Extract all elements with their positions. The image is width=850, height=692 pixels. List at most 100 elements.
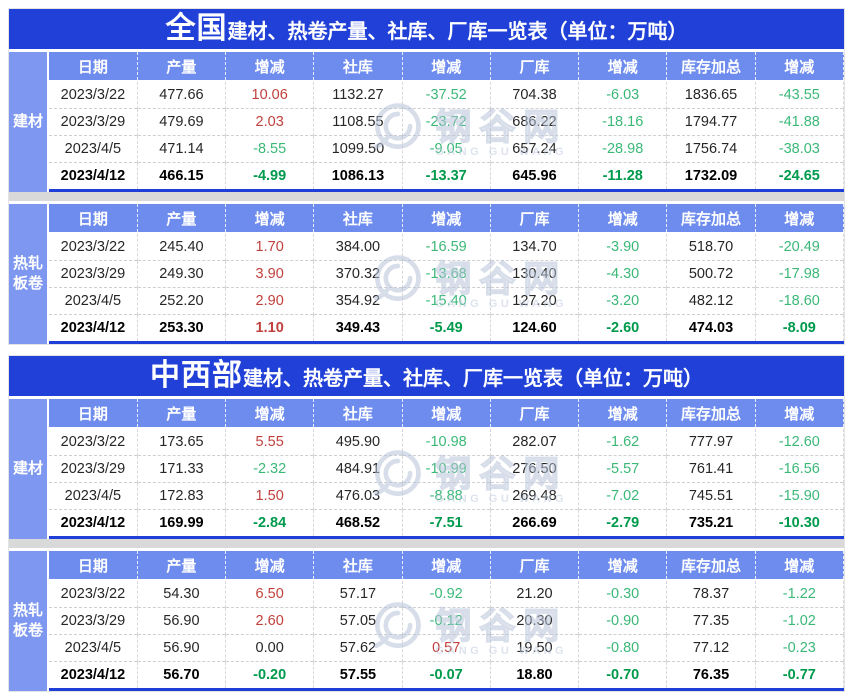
value-cell: 54.30 bbox=[137, 580, 227, 608]
delta-cell: -7.02 bbox=[578, 482, 668, 510]
value-cell: 253.30 bbox=[137, 314, 227, 343]
value-cell: 686.22 bbox=[490, 108, 580, 136]
value-cell: 169.99 bbox=[137, 509, 227, 538]
delta-cell: -8.55 bbox=[225, 135, 315, 163]
delta-cell: -0.23 bbox=[755, 634, 845, 662]
delta-cell: -10.99 bbox=[402, 455, 491, 483]
value-cell: 18.80 bbox=[490, 661, 580, 690]
value-cell: 745.51 bbox=[666, 482, 756, 510]
column-header: 厂库 bbox=[490, 52, 580, 82]
column-header: 增减 bbox=[755, 204, 845, 234]
column-header: 厂库 bbox=[490, 399, 580, 429]
column-header: 日期 bbox=[49, 204, 138, 234]
column-header: 社库 bbox=[313, 52, 403, 82]
value-cell: 1132.27 bbox=[313, 81, 403, 109]
column-header: 产量 bbox=[137, 204, 227, 234]
value-cell: 249.30 bbox=[137, 260, 227, 288]
column-header: 增减 bbox=[755, 52, 845, 82]
value-cell: 57.05 bbox=[313, 607, 403, 635]
column-header: 库存加总 bbox=[666, 52, 756, 82]
delta-cell: -5.49 bbox=[402, 314, 491, 343]
delta-cell: -17.98 bbox=[755, 260, 845, 288]
delta-cell: -1.62 bbox=[578, 428, 668, 456]
date-cell: 2023/4/12 bbox=[49, 314, 138, 343]
value-cell: 518.70 bbox=[666, 233, 756, 261]
delta-cell: -0.92 bbox=[402, 580, 491, 608]
date-cell: 2023/4/5 bbox=[49, 135, 138, 163]
column-header: 日期 bbox=[49, 52, 138, 82]
table-block-midwest: 中西部 建材、热卷产量、社库、厂库一览表（单位：万吨） 建材 日期 产量 增减 社库 增减 厂库… bbox=[8, 355, 845, 692]
table-row: 2023/4/12 56.70 -0.20 57.55 -0.07 18.80 -0.70 7… bbox=[49, 661, 845, 690]
column-header: 增减 bbox=[225, 52, 315, 82]
delta-cell: 6.50 bbox=[225, 580, 315, 608]
value-cell: 1086.13 bbox=[313, 162, 403, 191]
delta-cell: -0.12 bbox=[402, 607, 491, 635]
column-header: 增减 bbox=[755, 551, 845, 581]
value-cell: 19.50 bbox=[490, 634, 580, 662]
delta-cell: -11.28 bbox=[578, 162, 668, 191]
section-building-materials: 建材 日期 产量 增减 社库 增减 厂库 增减 库存加总 增减 2023/3/22 173.65 5.5… bbox=[9, 399, 845, 539]
delta-cell: 3.90 bbox=[225, 260, 315, 288]
delta-cell: -0.70 bbox=[578, 661, 668, 690]
title-region-name: 中西部 bbox=[150, 359, 243, 392]
value-cell: 245.40 bbox=[137, 233, 227, 261]
value-cell: 495.90 bbox=[313, 428, 403, 456]
value-cell: 56.90 bbox=[137, 607, 227, 635]
delta-cell: -1.22 bbox=[755, 580, 845, 608]
delta-cell: -6.03 bbox=[578, 81, 668, 109]
delta-cell: -18.60 bbox=[755, 287, 845, 315]
delta-cell: 1.70 bbox=[225, 233, 315, 261]
column-header: 产量 bbox=[137, 399, 227, 429]
delta-cell: -2.84 bbox=[225, 509, 315, 538]
value-cell: 266.69 bbox=[490, 509, 580, 538]
value-cell: 645.96 bbox=[490, 162, 580, 191]
delta-cell: 5.55 bbox=[225, 428, 315, 456]
date-cell: 2023/3/29 bbox=[49, 260, 138, 288]
section-label-building-materials: 建材 bbox=[9, 52, 47, 192]
value-cell: 500.72 bbox=[666, 260, 756, 288]
header-row: 日期 产量 增减 社库 增减 厂库 增减 库存加总 增减 bbox=[49, 551, 845, 581]
value-cell: 1732.09 bbox=[666, 162, 756, 191]
column-header: 增减 bbox=[402, 204, 491, 234]
value-cell: 1108.55 bbox=[313, 108, 403, 136]
value-cell: 77.12 bbox=[666, 634, 756, 662]
table-row: 2023/4/5 56.90 0.00 57.62 0.57 19.50 -0.80 77.1… bbox=[49, 634, 845, 662]
delta-cell: 1.10 bbox=[225, 314, 315, 343]
value-cell: 78.37 bbox=[666, 580, 756, 608]
title-text: 建材、热卷产量、社库、厂库一览表（单位：万吨） bbox=[243, 368, 703, 390]
delta-cell: -1.02 bbox=[755, 607, 845, 635]
delta-cell: -7.51 bbox=[402, 509, 491, 538]
section-building-materials: 建材 日期 产量 增减 社库 增减 厂库 增减 库存加总 增减 2023/3/22 477.66 10.… bbox=[9, 52, 845, 192]
delta-cell: -41.88 bbox=[755, 108, 845, 136]
column-header: 日期 bbox=[49, 399, 138, 429]
column-header: 增减 bbox=[578, 551, 668, 581]
delta-cell: -3.90 bbox=[578, 233, 668, 261]
delta-cell: -16.59 bbox=[402, 233, 491, 261]
column-header: 社库 bbox=[313, 204, 403, 234]
delta-cell: -0.07 bbox=[402, 661, 491, 690]
value-cell: 1756.74 bbox=[666, 135, 756, 163]
value-cell: 172.83 bbox=[137, 482, 227, 510]
table-row: 2023/3/22 245.40 1.70 384.00 -16.59 134.70 -3.… bbox=[49, 233, 845, 261]
delta-cell: -0.20 bbox=[225, 661, 315, 690]
column-header: 增减 bbox=[755, 399, 845, 429]
delta-cell: -0.30 bbox=[578, 580, 668, 608]
value-cell: 777.97 bbox=[666, 428, 756, 456]
delta-cell: 1.50 bbox=[225, 482, 315, 510]
date-cell: 2023/3/29 bbox=[49, 455, 138, 483]
value-cell: 657.24 bbox=[490, 135, 580, 163]
data-table: 日期 产量 增减 社库 增减 厂库 增减 库存加总 增减 2023/3/22 173.65 5.55 4… bbox=[49, 399, 845, 539]
delta-cell: 0.00 bbox=[225, 634, 315, 662]
date-cell: 2023/4/5 bbox=[49, 482, 138, 510]
column-header: 增减 bbox=[225, 551, 315, 581]
value-cell: 173.65 bbox=[137, 428, 227, 456]
delta-cell: 0.57 bbox=[402, 634, 491, 662]
value-cell: 57.55 bbox=[313, 661, 403, 690]
value-cell: 20.30 bbox=[490, 607, 580, 635]
column-header: 社库 bbox=[313, 551, 403, 581]
value-cell: 484.91 bbox=[313, 455, 403, 483]
column-header: 增减 bbox=[402, 399, 491, 429]
table-row: 2023/3/22 54.30 6.50 57.17 -0.92 21.20 -0.30 78… bbox=[49, 580, 845, 608]
value-cell: 349.43 bbox=[313, 314, 403, 343]
table-row: 2023/4/5 471.14 -8.55 1099.50 -9.05 657.24 -28… bbox=[49, 135, 845, 163]
